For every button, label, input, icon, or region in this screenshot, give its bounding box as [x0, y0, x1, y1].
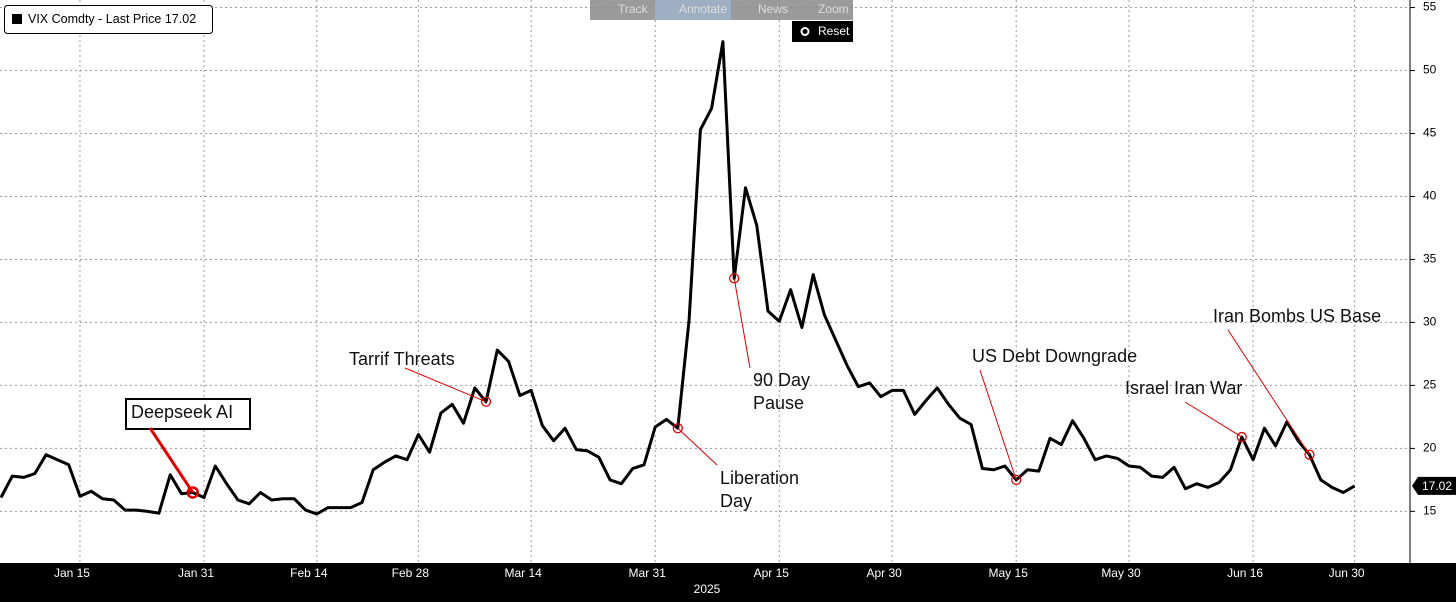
toolbar-item[interactable]: Track: [618, 2, 649, 16]
annotation-leader: [148, 427, 195, 494]
annotations: Deepseek AI Tarrif Threats 90 Day Pause Libe…: [125, 273, 1381, 511]
last-price-tag: 17.02: [1412, 476, 1456, 495]
annotation-text: Iran Bombs US Base: [1213, 306, 1381, 326]
annotation-marker: [1304, 449, 1315, 460]
y-tick-label: 45: [1423, 126, 1437, 140]
annotation-marker: [672, 423, 683, 434]
annotation-text: Pause: [753, 393, 804, 413]
annotation-text: Israel Iran War: [1125, 378, 1242, 398]
annotation-marker: [1011, 474, 1022, 486]
annotation-leader: [979, 369, 1017, 481]
annotation-text: Liberation: [720, 468, 799, 488]
y-tick-label: 30: [1423, 315, 1437, 329]
x-axis-band: [0, 563, 1456, 602]
legend-box: [4, 5, 213, 34]
annotation-text: US Debt Downgrade: [972, 346, 1137, 366]
x-tick-label: Mar 31: [629, 566, 667, 580]
reset-button[interactable]: Reset: [792, 21, 853, 42]
legend: VIX Comdty - Last Price 17.02: [4, 5, 213, 34]
annotation-marker: [1236, 431, 1247, 443]
plot: [0, 40, 1356, 516]
x-tick-label: Feb 14: [290, 566, 328, 580]
annotation-leader: [1227, 329, 1310, 455]
annotation-leader: [733, 278, 751, 369]
y-tick-label: 25: [1423, 378, 1437, 392]
tag-bg: [1412, 476, 1456, 495]
grid: 15 20 25 30 35 40 45 50 55: [0, 0, 1437, 563]
reset-icon: [800, 27, 810, 36]
x-tick-label: May 30: [1101, 566, 1141, 580]
y-tick-label: 50: [1423, 63, 1437, 77]
annotation-leader: [677, 427, 718, 466]
toolbar-item[interactable]: News: [758, 2, 788, 16]
x-tick-label: Jun 30: [1329, 566, 1365, 580]
x-tick-label: Feb 28: [392, 566, 430, 580]
x-tick-label: Mar 14: [504, 566, 542, 580]
legend-swatch: [12, 14, 22, 24]
annotation-box: [125, 398, 251, 430]
annotation-marker: [186, 486, 200, 499]
x-tick-label: May 15: [989, 566, 1029, 580]
x-tick-label: Jan 15: [54, 566, 90, 580]
tag-label: 17.02: [1422, 479, 1452, 493]
annotation-marker: [480, 396, 492, 407]
x-tick-label: Apr 30: [866, 566, 902, 580]
annotation-text: Day: [720, 491, 752, 511]
reset-label[interactable]: Reset: [818, 24, 850, 38]
annotation-leader: [404, 367, 487, 403]
y-tick-label: 55: [1423, 0, 1437, 14]
y-tick-label: 15: [1423, 504, 1437, 518]
reset-bg[interactable]: [792, 21, 853, 42]
annotation-marker: [729, 273, 740, 284]
legend-name: VIX Comdty - Last Price: [28, 12, 161, 26]
legend-last-value: 17.02: [165, 12, 196, 26]
annotation-text: Tarrif Threats: [349, 349, 455, 369]
y-tick-label: 20: [1423, 441, 1437, 455]
y-tick-label: 35: [1423, 252, 1437, 266]
x-tick-label: Apr 15: [754, 566, 790, 580]
annotation-text: Deepseek AI: [131, 402, 233, 422]
x-tick-label: Jan 31: [178, 566, 214, 580]
series-line: [0, 40, 1356, 516]
toolbar-item[interactable]: Zoom: [818, 2, 849, 16]
toolbar-item[interactable]: Annotate: [679, 2, 727, 16]
x-axis-label: 2025: [694, 582, 721, 596]
toolbar-active: [655, 0, 731, 20]
annotation-text: 90 Day: [753, 370, 810, 390]
y-tick-label: 40: [1423, 189, 1437, 203]
x-tick-label: Jun 16: [1227, 566, 1263, 580]
legend-label: VIX Comdty - Last Price 17.02: [28, 12, 196, 26]
annotation-leader: [1184, 401, 1243, 438]
toolbar: Track Annotate News Zoom Reset: [590, 0, 853, 42]
